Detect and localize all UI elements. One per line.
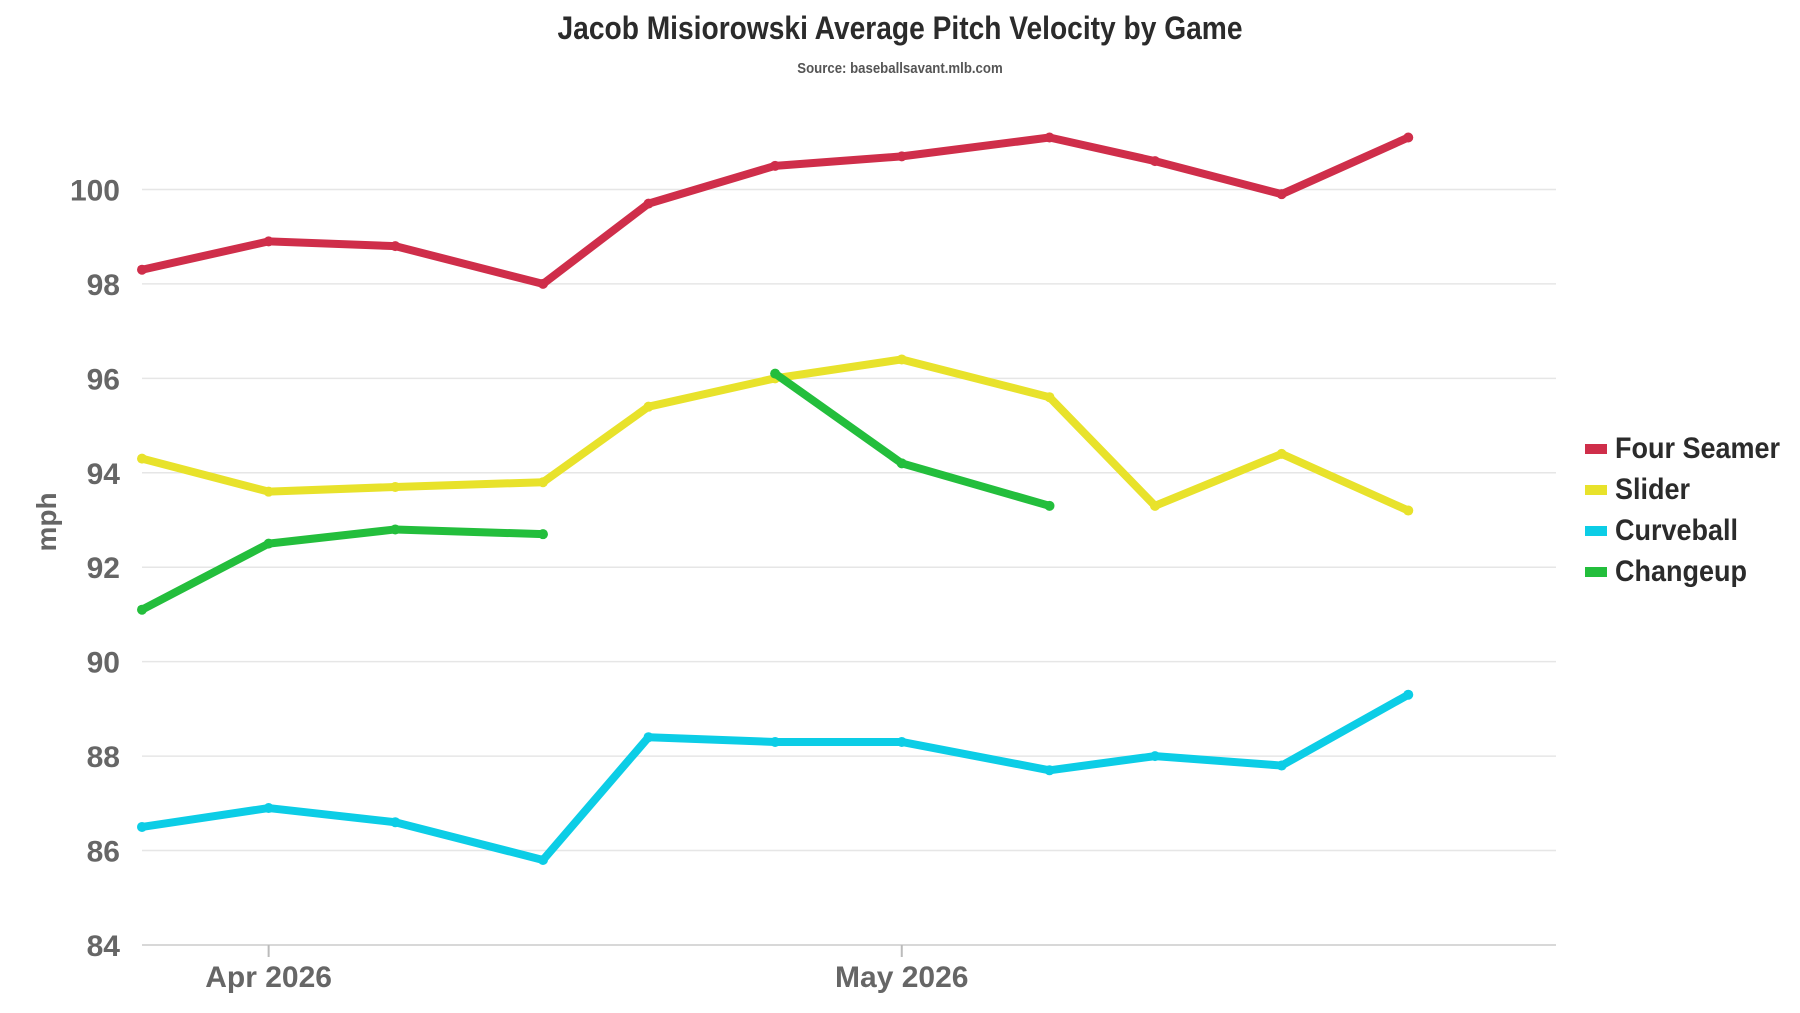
legend-item-changeup: Changeup xyxy=(1585,551,1798,592)
y-tick-label: 100 xyxy=(70,174,120,207)
data-point-curveball xyxy=(1276,760,1287,771)
data-point-changeup xyxy=(896,458,907,469)
data-point-slider xyxy=(137,453,147,464)
y-axis-label: mph xyxy=(31,492,62,551)
data-point-curveball xyxy=(263,803,274,814)
x-tick-label: Apr 2026 xyxy=(205,961,332,994)
series-lines xyxy=(137,132,1414,865)
series-line-four-seamer xyxy=(141,133,1410,288)
series-line-changeup xyxy=(772,370,1051,510)
chart-subtitle: Source: baseballsavant.mlb.com xyxy=(797,60,1003,77)
data-point-curveball xyxy=(1044,765,1055,776)
y-tick-label: 94 xyxy=(87,458,121,491)
legend-item-curveball: Curveball xyxy=(1585,510,1798,551)
y-tick-label: 96 xyxy=(87,363,120,396)
data-point-changeup xyxy=(137,604,147,615)
data-point-slider xyxy=(537,477,548,488)
data-point-slider xyxy=(263,486,274,497)
data-point-four-seamer xyxy=(1150,156,1161,167)
y-axis-ticks: 84 86 88 90 92 94 96 98 100 xyxy=(70,174,120,963)
data-point-four-seamer xyxy=(390,241,401,252)
data-point-changeup xyxy=(390,524,401,535)
data-point-slider xyxy=(643,401,654,412)
data-point-curveball xyxy=(137,821,147,832)
data-point-four-seamer xyxy=(1276,189,1287,200)
data-point-slider xyxy=(1403,505,1414,516)
data-point-curveball xyxy=(643,732,654,743)
data-point-slider xyxy=(1276,448,1287,459)
data-point-slider xyxy=(390,481,401,492)
data-point-four-seamer xyxy=(537,278,548,289)
data-point-four-seamer xyxy=(770,160,781,171)
data-point-slider xyxy=(1044,392,1055,403)
data-point-four-seamer xyxy=(1403,132,1414,143)
data-point-curveball xyxy=(1150,751,1161,762)
chart-title: Jacob Misiorowski Average Pitch Velocity… xyxy=(557,10,1243,46)
data-point-slider xyxy=(896,354,907,365)
data-point-changeup xyxy=(537,529,548,540)
y-tick-label: 84 xyxy=(87,930,121,963)
series-line-curveball xyxy=(141,691,1411,864)
data-point-curveball xyxy=(770,736,781,747)
legend-label: Changeup xyxy=(1615,554,1748,588)
gridlines xyxy=(142,188,1556,946)
y-tick-label: 90 xyxy=(87,647,120,680)
data-point-four-seamer xyxy=(896,151,907,162)
data-point-curveball xyxy=(537,855,548,865)
x-axis-ticks: Apr 2026 May 2026 xyxy=(205,945,968,994)
data-point-changeup xyxy=(1044,500,1055,511)
legend-label: Slider xyxy=(1615,472,1691,506)
data-point-curveball xyxy=(390,817,401,828)
data-point-slider xyxy=(1150,500,1161,511)
legend-swatch xyxy=(1585,484,1607,495)
data-point-four-seamer xyxy=(643,198,654,209)
x-tick-label: May 2026 xyxy=(835,961,968,994)
legend-label: Curveball xyxy=(1615,513,1739,547)
legend-label: Four Seamer xyxy=(1615,431,1781,465)
legend-item-slider: Slider xyxy=(1585,469,1798,510)
data-point-changeup xyxy=(770,368,781,379)
legend-swatch xyxy=(1585,566,1607,577)
legend: Four Seamer Slider Curveball Changeup xyxy=(1585,428,1798,592)
y-tick-label: 92 xyxy=(87,552,120,585)
legend-swatch xyxy=(1585,443,1607,454)
data-point-changeup xyxy=(263,538,274,549)
y-tick-label: 98 xyxy=(87,269,120,302)
data-point-curveball xyxy=(896,736,907,747)
series-line-changeup xyxy=(140,525,544,614)
y-tick-label: 86 xyxy=(87,836,120,869)
data-point-four-seamer xyxy=(137,264,147,275)
data-point-four-seamer xyxy=(263,236,274,247)
legend-item-four-seamer: Four Seamer xyxy=(1585,428,1798,469)
data-point-four-seamer xyxy=(1044,132,1055,143)
y-tick-label: 88 xyxy=(87,741,120,774)
legend-swatch xyxy=(1585,525,1607,536)
data-point-curveball xyxy=(1403,689,1414,700)
